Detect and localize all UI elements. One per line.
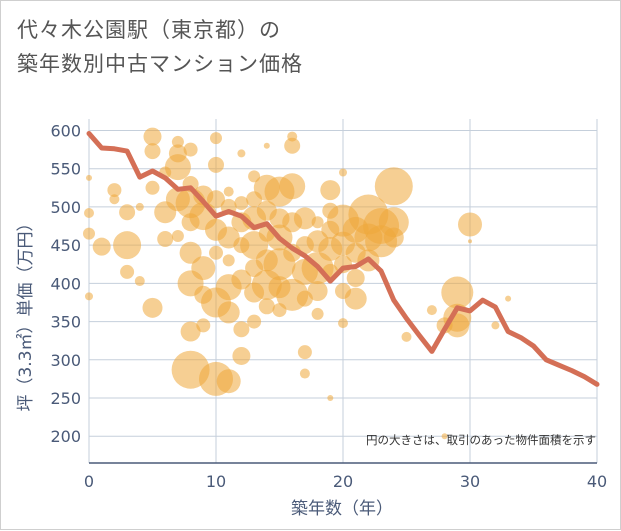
bubble-point xyxy=(179,241,202,264)
bubble-point xyxy=(135,202,144,211)
y-tick-label: 300 xyxy=(50,351,81,370)
bubble-point xyxy=(164,154,191,181)
bubble-point xyxy=(374,167,413,206)
bubble-point xyxy=(491,321,500,330)
bubble-point xyxy=(223,186,234,197)
bubble-layer xyxy=(83,127,512,440)
bubble-point xyxy=(307,281,328,301)
bubble-point xyxy=(327,395,334,402)
bubble-point xyxy=(92,237,111,256)
bubble-point xyxy=(196,318,211,333)
bubble-point xyxy=(297,345,312,360)
bubble-point xyxy=(378,207,409,238)
bubble-point xyxy=(320,180,341,201)
x-tick-label: 0 xyxy=(84,472,94,491)
bubble-point xyxy=(183,142,198,157)
bubble-point xyxy=(84,208,94,219)
bubble-point xyxy=(237,149,246,158)
bubble-point xyxy=(109,194,120,205)
bubble-point xyxy=(279,173,306,200)
bubble-point xyxy=(441,433,448,440)
bubble-point xyxy=(468,239,472,244)
y-tick-label: 200 xyxy=(50,427,81,446)
bubble-point xyxy=(107,183,122,198)
bubble-point xyxy=(505,295,512,302)
bubble-point xyxy=(134,276,145,287)
y-tick-label: 600 xyxy=(50,121,81,140)
bubble-point xyxy=(83,227,95,240)
bubble-point xyxy=(216,369,241,394)
bubble-point xyxy=(247,314,262,329)
bubble-point xyxy=(299,368,310,379)
avg-price-line xyxy=(86,131,600,387)
bubble-point xyxy=(346,269,365,288)
bubble-point xyxy=(191,256,216,281)
bubble-point xyxy=(222,254,235,267)
chart-title: 代々木公園駅（東京都）の 築年数別中古マンション価格 xyxy=(17,13,303,81)
size-note: 円の大きさは、取引のあった物件面積を示す xyxy=(366,433,596,447)
x-tick-label: 30 xyxy=(460,472,480,491)
bubble-point xyxy=(258,298,275,315)
y-tick-label: 450 xyxy=(50,236,81,255)
bubble-point xyxy=(210,132,222,145)
bubble-point xyxy=(344,287,367,310)
bubble-point xyxy=(426,305,437,316)
x-axis-label: 築年数（年） xyxy=(291,499,393,519)
y-tick-label: 350 xyxy=(50,313,81,332)
chart-title-line2: 築年数別中古マンション価格 xyxy=(17,52,303,76)
bubble-point xyxy=(85,292,93,301)
bubble-point xyxy=(338,318,348,329)
chart-title-line1: 代々木公園駅（東京都）の xyxy=(17,18,281,42)
bubble-point xyxy=(86,174,92,181)
bubble-point xyxy=(311,216,324,229)
bubble-point xyxy=(311,307,324,320)
bubble-point xyxy=(145,180,160,195)
price-line-layer xyxy=(86,131,600,387)
bubble-point xyxy=(113,231,142,260)
bubble-point xyxy=(401,331,412,342)
bubble-point xyxy=(217,301,240,324)
bubble-point xyxy=(234,196,249,211)
bubble-point xyxy=(119,204,136,221)
bubble-point xyxy=(142,297,163,318)
bubble-point xyxy=(209,245,223,260)
bubble-point xyxy=(207,190,225,209)
y-tick-label: 250 xyxy=(50,389,81,408)
y-tick-label: 550 xyxy=(50,160,81,179)
bubble-point xyxy=(284,137,301,154)
bubble-point xyxy=(293,207,316,230)
y-tick-label: 400 xyxy=(50,274,81,293)
tick-labels: 200 250 300 350 400 450 500 550 600 0 10 20 30 40 xyxy=(50,121,607,491)
bubble-point xyxy=(232,346,251,365)
bubble-point xyxy=(157,231,174,248)
bubble-point xyxy=(144,143,161,160)
bubble-point xyxy=(143,127,162,146)
y-axis-label: 坪（3.3㎡）単価（万円） xyxy=(16,214,36,411)
x-tick-label: 20 xyxy=(333,472,353,491)
bubble-point xyxy=(231,269,252,290)
bubble-point xyxy=(339,168,347,177)
bubble-point xyxy=(208,156,224,173)
x-tick-label: 40 xyxy=(587,472,607,491)
bubble-point xyxy=(120,264,135,279)
bubble-point xyxy=(263,142,270,149)
bubble-point xyxy=(458,212,482,237)
x-tick-label: 10 xyxy=(206,472,226,491)
bubble-point xyxy=(233,321,250,338)
bubble-point xyxy=(441,276,474,309)
bubble-point xyxy=(383,227,404,248)
y-tick-label: 500 xyxy=(50,198,81,217)
bubble-point xyxy=(171,229,184,242)
bubble-point xyxy=(180,321,201,342)
